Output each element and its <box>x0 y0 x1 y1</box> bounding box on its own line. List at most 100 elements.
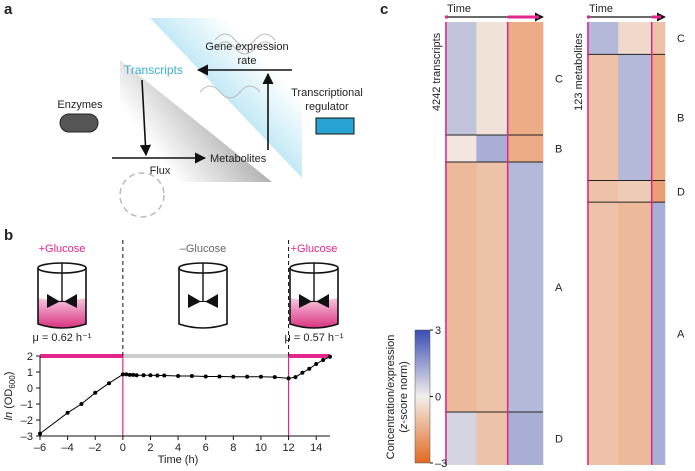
heatmap-cell <box>445 412 477 465</box>
data-point <box>93 390 98 395</box>
x-tick-label: 4 <box>175 442 181 454</box>
y-tick-label: –1 <box>21 399 33 411</box>
heatmaps: C B A D Time 4242 transcripts C B D A Time 123 meta… <box>414 3 685 470</box>
heatmap-cell <box>651 202 666 465</box>
node-label: Gene expression <box>205 41 288 53</box>
growth-rate: μ = 0.62 h⁻¹ <box>33 332 92 344</box>
heatmap-cell <box>507 162 544 413</box>
y-tick-label: –2 <box>21 415 33 427</box>
enzyme-icon <box>59 113 99 133</box>
y-tick-label: –3 <box>21 431 33 443</box>
heatmap-cell <box>618 202 653 465</box>
heatmap-cell <box>618 54 653 181</box>
condition-label: –Glucose <box>180 243 226 255</box>
cell-shading <box>120 60 272 182</box>
node-label: Metabolites <box>210 153 267 165</box>
node-label: Enzymes <box>57 99 103 111</box>
x-tick-label: –6 <box>34 442 46 454</box>
x-tick-label: 10 <box>255 442 267 454</box>
heatmap-cell <box>476 134 509 163</box>
colorbar-label-part: ( <box>398 429 410 433</box>
x-tick-label: 0 <box>120 442 126 454</box>
row-count-label: 4242 transcripts <box>431 32 443 111</box>
heatmap-cell <box>507 22 544 135</box>
data-point <box>293 375 298 380</box>
x-tick-label: 8 <box>230 442 236 454</box>
data-point <box>131 372 136 377</box>
heatmap-cell <box>651 180 666 203</box>
heatmap-cell <box>445 134 477 163</box>
heatmap-cell <box>476 412 509 465</box>
data-point <box>231 374 236 379</box>
heatmap-cell <box>476 22 509 135</box>
data-point <box>286 376 291 381</box>
heatmap-cell <box>507 134 544 163</box>
y-tick-label: 1 <box>27 367 33 379</box>
data-point <box>307 366 312 371</box>
dna-icon <box>214 33 276 55</box>
heatmap-header: Time <box>447 3 471 15</box>
data-point <box>314 362 319 366</box>
data-line <box>39 356 331 434</box>
heatmap-cell <box>507 412 544 465</box>
data-point <box>148 373 153 378</box>
data-point <box>328 354 332 359</box>
cluster-label: C <box>677 33 685 45</box>
growth-rate: μ = 0.57 h⁻¹ <box>285 332 344 344</box>
data-point <box>217 374 222 379</box>
heatmap-cell <box>587 22 619 55</box>
x-axis-label: Time (h) <box>158 454 199 466</box>
y-axis-label: ln (OD600) <box>3 372 17 421</box>
panel-label: c <box>380 1 388 18</box>
heatmap-cell <box>587 180 619 203</box>
heatmap-cell <box>618 22 653 55</box>
regulator-icon <box>315 117 355 135</box>
beaker <box>289 262 339 329</box>
node-label: Transcriptional <box>291 87 363 99</box>
edge-label: Flux <box>150 165 171 177</box>
data-point <box>300 370 305 375</box>
y-axis-label-part: ) <box>3 372 15 376</box>
data-point <box>245 374 250 379</box>
data-point <box>203 374 208 379</box>
y-axis-label-part: (OD <box>3 389 15 412</box>
cluster-label: D <box>555 434 563 446</box>
colorbar-tick-label: –3 <box>435 458 447 470</box>
node-label: Transcripts <box>124 63 183 77</box>
heatmap-cell <box>476 162 509 413</box>
colorbar-label: Concentration/expression <box>385 335 397 460</box>
data-point <box>189 374 194 378</box>
condition-label: +Glucose <box>291 243 338 255</box>
panel-label: b <box>4 227 13 244</box>
data-point <box>162 373 167 378</box>
cluster-label: A <box>677 329 685 341</box>
data-point <box>272 375 277 380</box>
data-point <box>38 431 42 436</box>
data-point <box>141 373 146 378</box>
x-tick-label: –2 <box>89 442 101 454</box>
node-label: regulator <box>305 101 349 113</box>
heatmap-cell <box>618 180 653 203</box>
data-point <box>155 373 160 378</box>
heatmap-header: Time <box>589 3 613 15</box>
y-axis-label-part: 600 <box>8 375 17 389</box>
data-point <box>176 374 181 378</box>
condition-label: +Glucose <box>39 243 86 255</box>
x-tick-label: 14 <box>310 442 322 454</box>
data-point <box>321 358 326 362</box>
cluster-label: D <box>677 186 685 198</box>
dna-icon <box>199 85 261 99</box>
data-point <box>120 372 125 377</box>
colorbar-label: (z-score norm) <box>398 361 410 433</box>
arrow <box>139 79 152 157</box>
data-point <box>124 372 129 377</box>
cluster-label: B <box>677 112 684 124</box>
data-point <box>107 381 112 386</box>
x-tick-label: 6 <box>203 442 209 454</box>
row-count-label: 123 metabolites <box>573 33 585 111</box>
colorbar-tick-label: 3 <box>435 325 441 337</box>
cluster-label: C <box>555 73 563 85</box>
cluster-label: B <box>555 144 562 156</box>
beaker <box>178 262 228 329</box>
